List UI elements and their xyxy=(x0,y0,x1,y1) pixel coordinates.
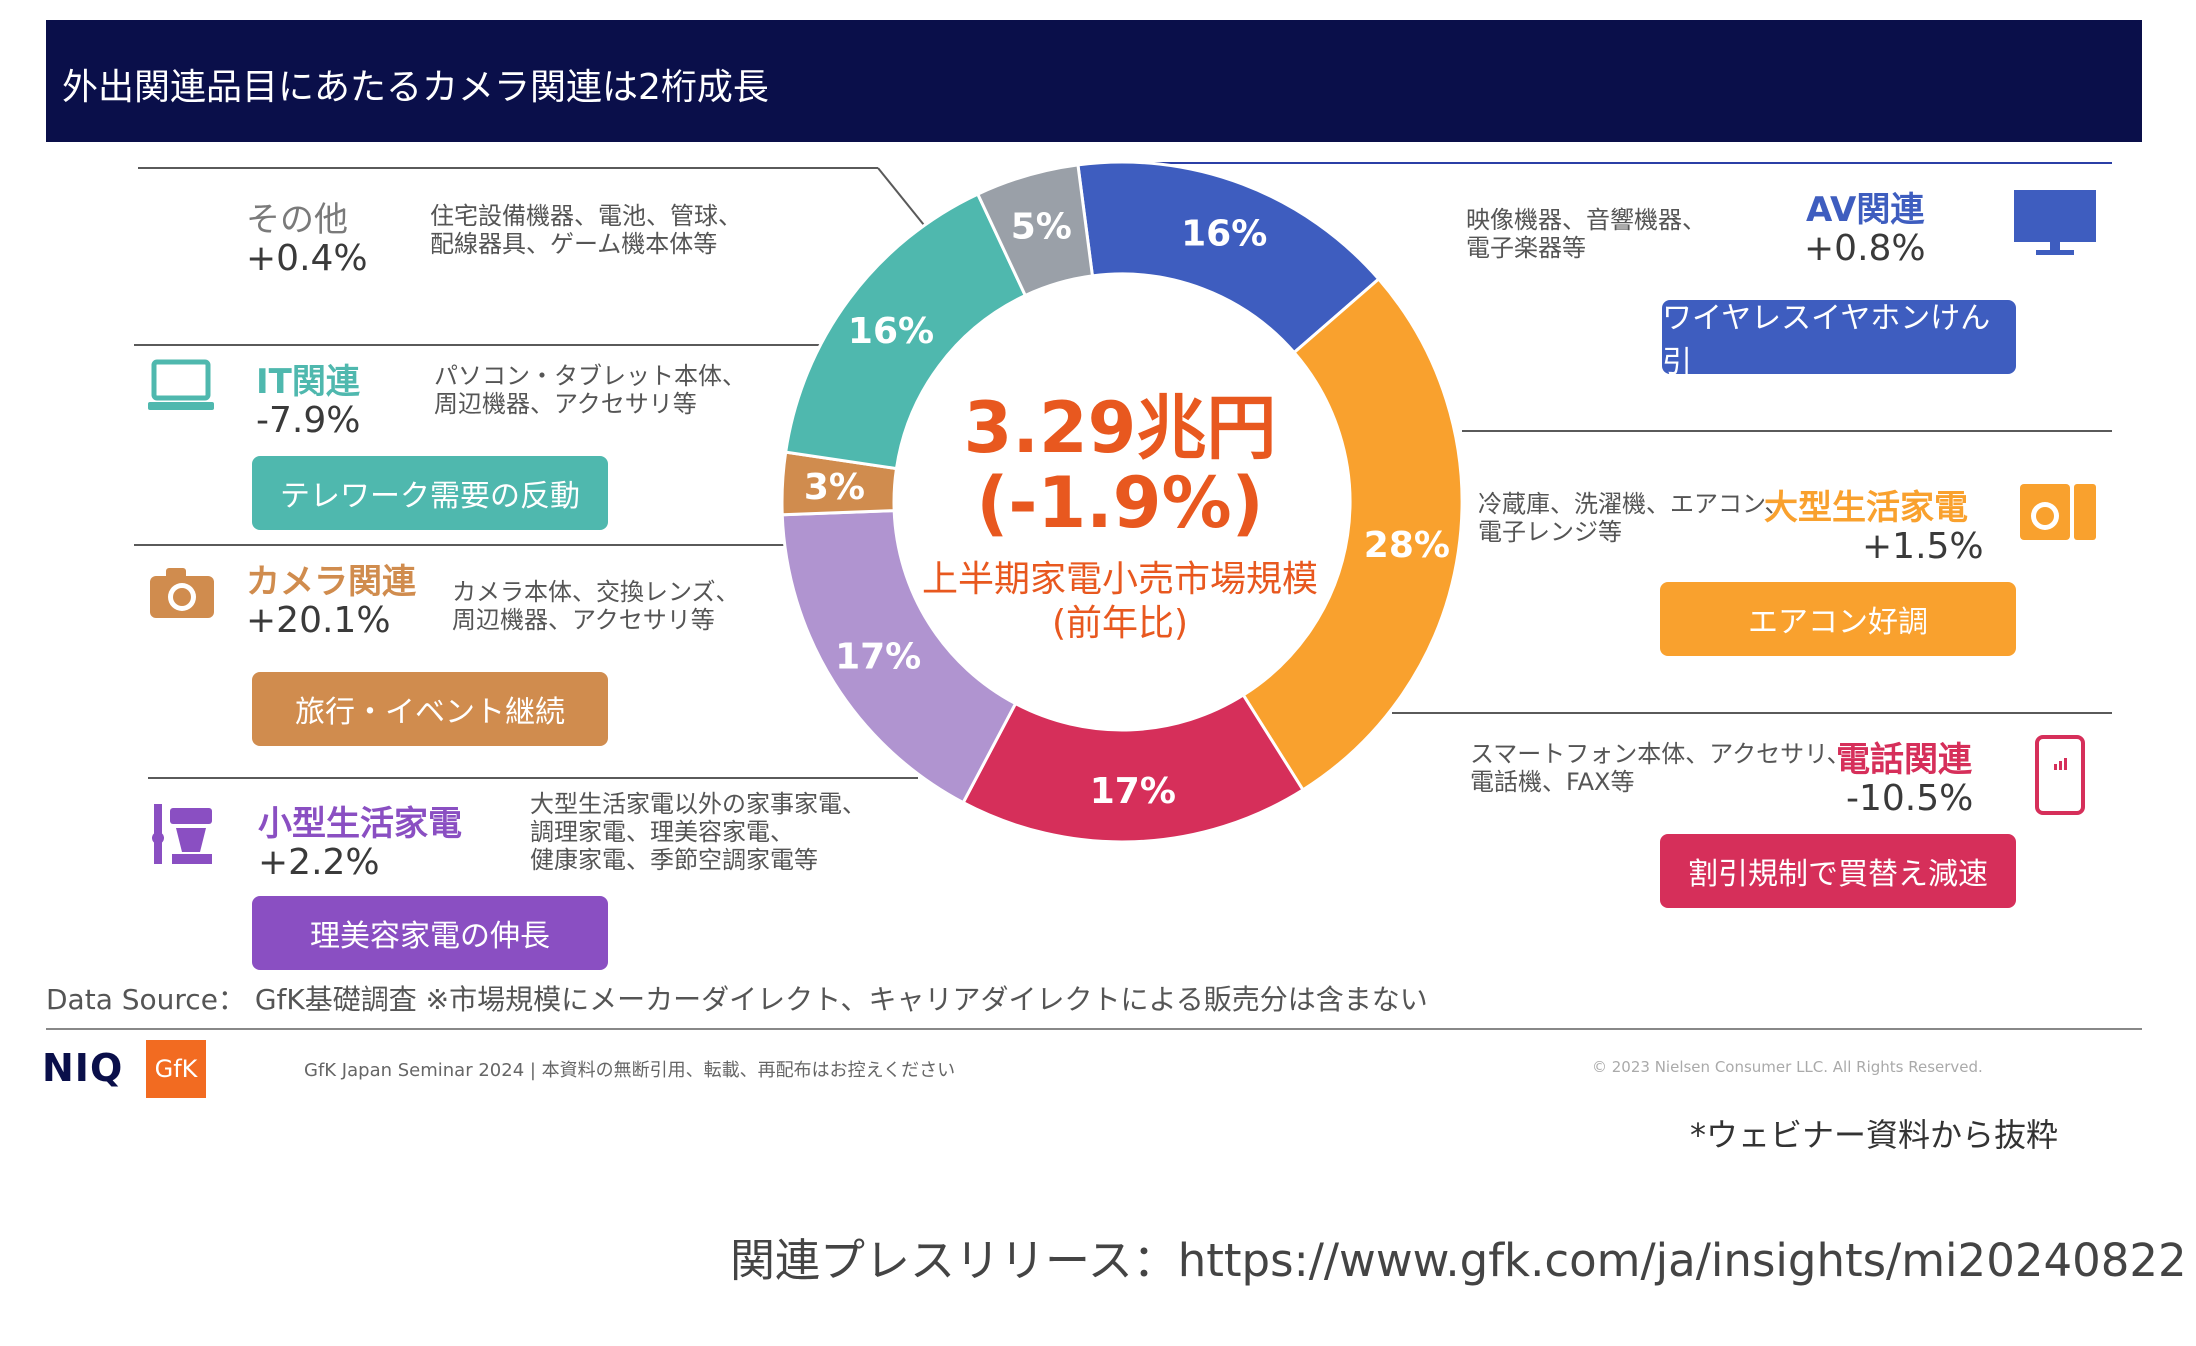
category-av-change: +0.8% xyxy=(1804,228,1926,269)
donut-slice-label-1: 28% xyxy=(1364,525,1450,566)
press-release-link[interactable]: 関連プレスリリース：https://www.gfk.com/ja/insight… xyxy=(730,1234,2187,1287)
mixer-icon xyxy=(152,804,212,864)
page-title: 外出関連品目にあたるカメラ関連は2桁成長 xyxy=(62,67,769,108)
donut-slice-label-4: 3% xyxy=(804,467,865,508)
gfk-logo: GfK xyxy=(146,1040,206,1098)
copyright-note: © 2023 Nielsen Consumer LLC. All Rights … xyxy=(1592,1058,1983,1076)
seminar-note: GfK Japan Seminar 2024 | 本資料の無断引用、転載、再配布… xyxy=(304,1060,956,1081)
category-other-change: +0.4% xyxy=(246,238,368,279)
category-it-name: IT関連 xyxy=(256,362,360,402)
category-large-desc: 冷蔵庫、洗濯機、エアコン、 電子レンジ等 xyxy=(1478,490,1789,546)
market-size-change: (-1.9%) xyxy=(976,462,1264,544)
category-small-name: 小型生活家電 xyxy=(258,804,462,844)
camera-icon xyxy=(150,568,214,618)
donut-slice-label-3: 17% xyxy=(835,636,921,677)
donut-slice-6 xyxy=(975,163,1095,298)
divider-small xyxy=(148,777,918,779)
tv-icon xyxy=(2014,190,2096,255)
large-highlight-pill: エアコン好調 xyxy=(1660,582,2016,656)
category-it-change: -7.9% xyxy=(256,400,361,441)
av-highlight-pill: ワイヤレスイヤホンけん引 xyxy=(1662,300,2016,380)
market-size-value: 3.29兆円 xyxy=(963,387,1277,469)
phone-highlight-pill: 割引規制で買替え減速 xyxy=(1660,834,2016,908)
category-small-desc: 大型生活家電以外の家事家電、 調理家電、理美容家電、 健康家電、季節空調家電等 xyxy=(530,790,866,874)
small-highlight-pill: 理美容家電の伸長 xyxy=(252,896,608,970)
category-other-desc: 住宅設備機器、電池、管球、 配線器具、ゲーム機本体等 xyxy=(430,202,742,258)
category-av-name: AV関連 xyxy=(1806,190,1925,230)
it-highlight-pill: テレワーク需要の反動 xyxy=(252,456,608,530)
category-camera-change: +20.1% xyxy=(246,600,391,641)
donut-slice-2 xyxy=(961,692,1306,844)
category-camera-name: カメラ関連 xyxy=(246,562,416,602)
category-phone-change: -10.5% xyxy=(1846,778,1974,819)
divider-av xyxy=(1152,162,2112,164)
footer-divider xyxy=(46,1028,2142,1030)
category-other-name: その他 xyxy=(246,200,348,240)
webinar-excerpt-note: *ウェビナー資料から抜粋 xyxy=(1690,1116,2059,1154)
divider-it xyxy=(134,344,824,346)
divider-large xyxy=(1462,430,2112,432)
category-camera-desc: カメラ本体、交換レンズ、 周辺機器、アクセサリ等 xyxy=(452,578,740,634)
category-large-name: 大型生活家電 xyxy=(1764,488,1968,528)
category-small-change: +2.2% xyxy=(258,842,380,883)
appliance-icon xyxy=(2020,484,2096,540)
category-av-desc: 映像機器、音響機器、 電子楽器等 xyxy=(1466,206,1706,262)
donut-slice-label-5: 16% xyxy=(848,311,934,352)
divider-phone xyxy=(1392,712,2112,714)
category-phone-desc: スマートフォン本体、アクセサリ、 電話機、FAX等 xyxy=(1470,740,1851,796)
divider-camera xyxy=(134,544,794,546)
market-size-label: 上半期家電小売市場規模 xyxy=(921,559,1318,600)
laptop-icon xyxy=(148,359,214,410)
category-phone-name: 電話関連 xyxy=(1836,740,1972,780)
donut-slice-label-6: 5% xyxy=(1011,207,1072,248)
donut-slice-label-0: 16% xyxy=(1181,214,1267,255)
camera-highlight-pill: 旅行・イベント継続 xyxy=(252,672,608,746)
data-source-note: Data Source： GfK基礎調査 ※市場規模にメーカーダイレクト、キャリ… xyxy=(46,983,1428,1016)
market-size-sublabel: (前年比) xyxy=(1051,603,1189,644)
smartphone-icon xyxy=(2035,735,2085,815)
donut-slice-1 xyxy=(1241,276,1464,792)
leader-other xyxy=(877,167,929,231)
category-large-change: +1.5% xyxy=(1862,526,1984,567)
donut-slice-3 xyxy=(780,509,1018,805)
header-banner: 外出関連品目にあたるカメラ関連は2桁成長 xyxy=(46,20,2142,142)
niq-logo: NIQ xyxy=(42,1046,124,1090)
donut-slice-label-2: 17% xyxy=(1090,771,1176,812)
category-it-desc: パソコン・タブレット本体、 周辺機器、アクセサリ等 xyxy=(434,362,746,418)
divider-other xyxy=(138,167,878,169)
